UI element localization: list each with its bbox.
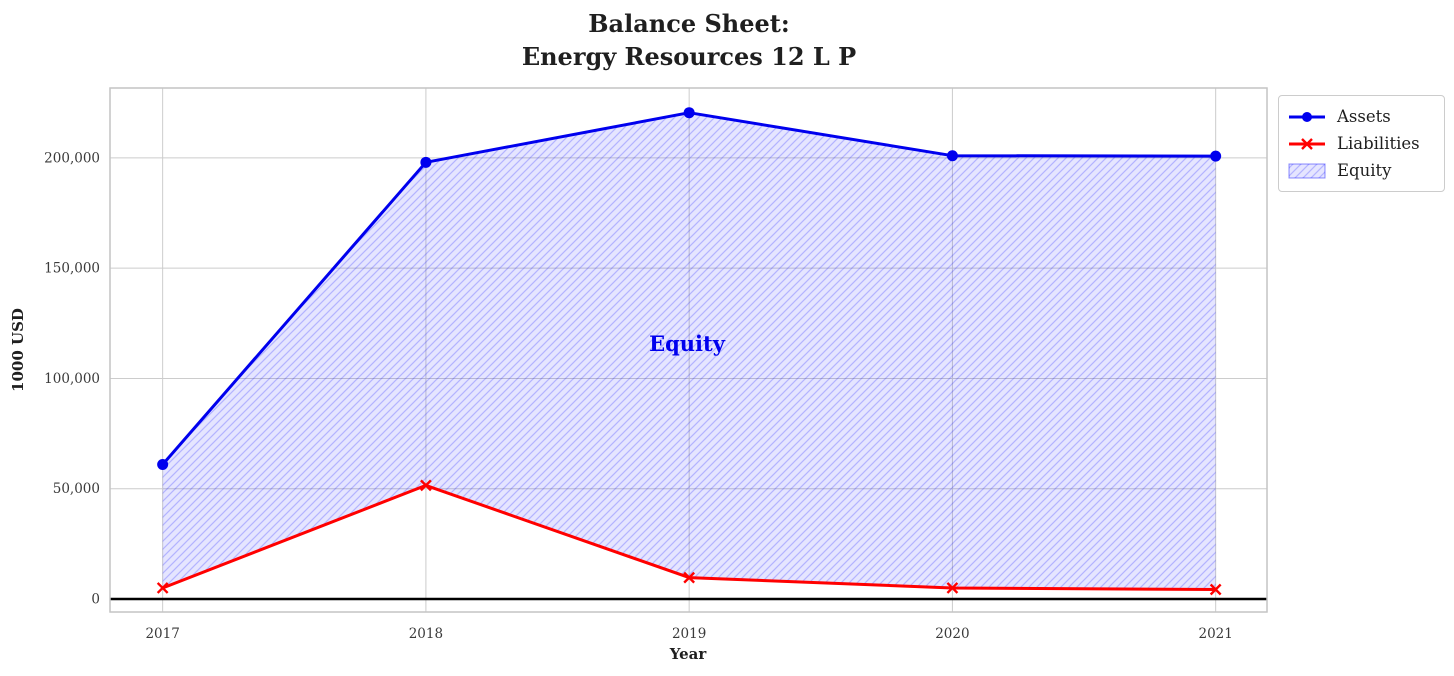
- liabilities-line-icon: [1289, 137, 1325, 150]
- liabilities-point: [946, 582, 959, 594]
- liabilities-point: [683, 571, 696, 584]
- y-axis-label: 1000 USD: [9, 308, 27, 392]
- legend-item-assets: Assets: [1287, 103, 1434, 130]
- y-tick-label: 0: [91, 591, 100, 607]
- axes-spines: [109, 87, 1268, 613]
- chart-title: Balance Sheet: Energy Resources 12 L P: [0, 7, 1378, 73]
- y-tick-label: 200,000: [44, 150, 100, 166]
- y-tick-label: 50,000: [53, 481, 100, 497]
- x-tick-label: 2019: [672, 626, 706, 642]
- chart-title-line-2: Energy Resources 12 L P: [521, 42, 857, 71]
- equity-patch-icon: [1288, 163, 1326, 178]
- assets-line-icon: [1289, 111, 1325, 122]
- series-lines: [156, 107, 1222, 596]
- legend-label-liabilities: Liabilities: [1337, 134, 1420, 153]
- assets-point: [683, 107, 695, 119]
- liabilities-point: [156, 582, 169, 594]
- equity-hatch: [162, 112, 1216, 590]
- legend-label-equity: Equity: [1337, 161, 1392, 180]
- legend-item-liabilities: Liabilities: [1287, 130, 1434, 157]
- legend-item-equity: Equity: [1287, 157, 1434, 184]
- y-tick-label: 100,000: [44, 371, 100, 387]
- liabilities-point: [420, 479, 432, 492]
- assets-point: [420, 156, 432, 168]
- chart-title-line-1: Balance Sheet:: [588, 9, 790, 38]
- plot-border: [109, 87, 1268, 613]
- assets-point: [157, 458, 169, 470]
- assets-point: [946, 150, 958, 162]
- equity-annotation: Equity: [649, 331, 725, 356]
- x-axis-label: Year: [669, 645, 707, 663]
- x-tick-label: 2018: [409, 626, 443, 642]
- assets-point: [1210, 150, 1222, 162]
- liabilities-point: [1209, 583, 1222, 596]
- legend-label-assets: Assets: [1337, 107, 1391, 126]
- tick-labels: 0 50,000 100,000 150,000 200,000 2017 2018 2019…: [44, 150, 1233, 642]
- x-tick-label: 2017: [145, 626, 179, 642]
- y-tick-label: 150,000: [44, 261, 100, 277]
- equity-area: [162, 112, 1216, 590]
- x-tick-label: 2020: [935, 626, 969, 642]
- legend: Assets Liabilities Equity: [1278, 95, 1445, 192]
- x-tick-label: 2021: [1198, 626, 1232, 642]
